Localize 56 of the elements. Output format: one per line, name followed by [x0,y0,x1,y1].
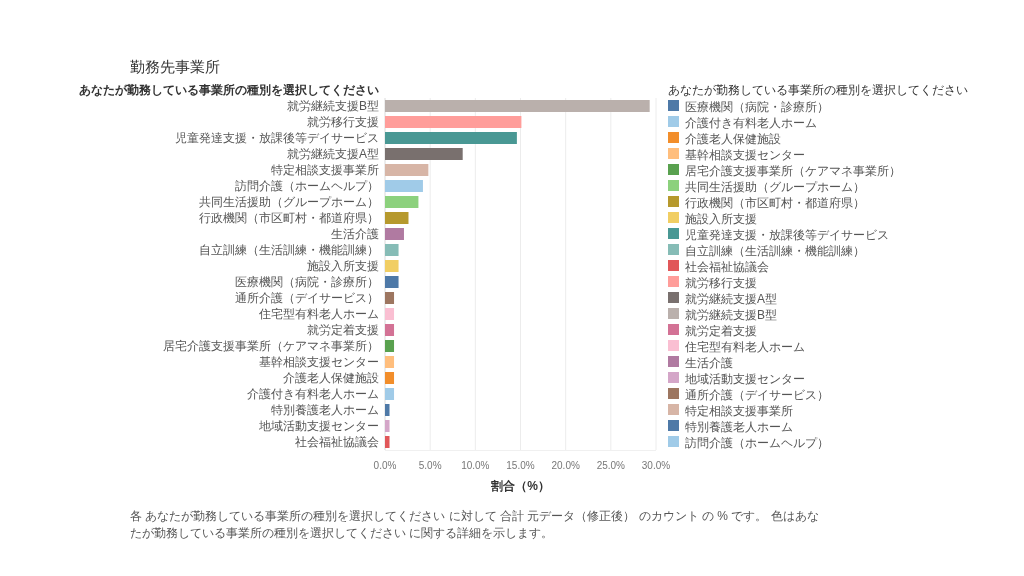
legend-label: 地域活動支援センター [684,371,805,386]
x-tick-label: 5.0% [418,460,442,471]
x-tick-label: 20.0% [551,460,580,471]
legend-label: 就労移行支援 [685,275,757,290]
y-tick-label: 就労継続支援A型 [286,146,379,161]
legend-label: 就労継続支援B型 [685,307,778,322]
legend-label: 共同生活援助（グループホーム） [685,179,865,194]
legend-label: 住宅型有料老人ホーム [684,339,805,354]
legend-label: 医療機関（病院・診療所） [685,99,829,114]
y-tick-label: 就労移行支援 [307,114,379,129]
y-tick-label: 地域活動支援センター [258,418,379,433]
y-tick-label: 特定相談支援事業所 [271,162,379,177]
y-tick-label: 共同生活援助（グループホーム） [199,194,379,209]
text: 勤務先事業所 [130,58,220,75]
legend-label: 居宅介護支援事業所（ケアマネ事業所） [685,163,901,178]
y-tick-label: 訪問介護（ホームヘルプ） [235,178,379,193]
legend-label: 介護付き有料老人ホーム [685,115,817,130]
y-tick-label: 社会福祉協議会 [295,434,379,449]
x-tick-label: 0.0% [373,460,397,471]
legend-label: 児童発達支援・放課後等デイサービス [685,227,889,242]
y-tick-label: 通所介護（デイサービス） [235,290,379,305]
legend-label: 特定相談支援事業所 [685,403,793,418]
legend-label: 介護老人保健施設 [685,131,781,146]
text: 各 あなたが勤務している事業所の種別を選択してください に対して 合計 元データ（修正後） のカウント の % です。 色はあなたが勤務している事業所の種別を選択してください に関する詳細を示します。 [130,508,820,542]
legend-label: 就労継続支援A型 [685,291,778,306]
y-tick-label: 住宅型有料老人ホーム [258,306,379,321]
legend-label: 就労定着支援 [685,323,757,338]
legend-label: 通所介護（デイサービス） [685,387,829,402]
legend-label: 自立訓練（生活訓練・機能訓練） [685,243,865,258]
legend-label: 行政機関（市区町村・都道府県） [685,195,865,210]
x-tick-label: 10.0% [461,460,490,471]
legend-label: 生活介護 [685,355,733,370]
legend-title: あなたが勤務している事業所の種別を選択してください [668,83,968,97]
y-tick-label: 自立訓練（生活訓練・機能訓練） [199,242,379,257]
y-tick-label: 行政機関（市区町村・都道府県） [199,210,379,225]
y-tick-label: 介護付き有料老人ホーム [247,386,379,401]
x-tick-label: 15.0% [506,460,535,471]
y-tick-label: 居宅介護支援事業所（ケアマネ事業所） [163,338,379,353]
y-tick-label: 児童発達支援・放課後等デイサービス [175,130,379,145]
y-tick-label: 就労継続支援B型 [286,98,379,113]
y-tick-label: 基幹相談支援センター [259,354,379,369]
legend-label: 訪問介護（ホームヘルプ） [685,435,829,450]
x-axis-title: 割合（%） [490,479,550,493]
legend-label: 施設入所支援 [685,211,757,226]
legend-label: 基幹相談支援センター [685,147,805,162]
y-axis-title: あなたが勤務している事業所の種別を選択してください [79,83,379,97]
y-tick-label: 介護老人保健施設 [283,370,379,385]
legend-label: 社会福祉協議会 [685,259,769,274]
x-tick-label: 30.0% [641,460,671,471]
legend-label: 特別養護老人ホーム [685,419,793,434]
y-tick-label: 施設入所支援 [307,258,379,273]
x-tick-label: 25.0% [596,460,626,471]
y-tick-label: 特別養護老人ホーム [271,402,379,417]
y-tick-label: 生活介護 [331,226,379,241]
y-tick-label: 医療機関（病院・診療所） [235,274,379,289]
y-tick-label: 就労定着支援 [307,322,379,337]
